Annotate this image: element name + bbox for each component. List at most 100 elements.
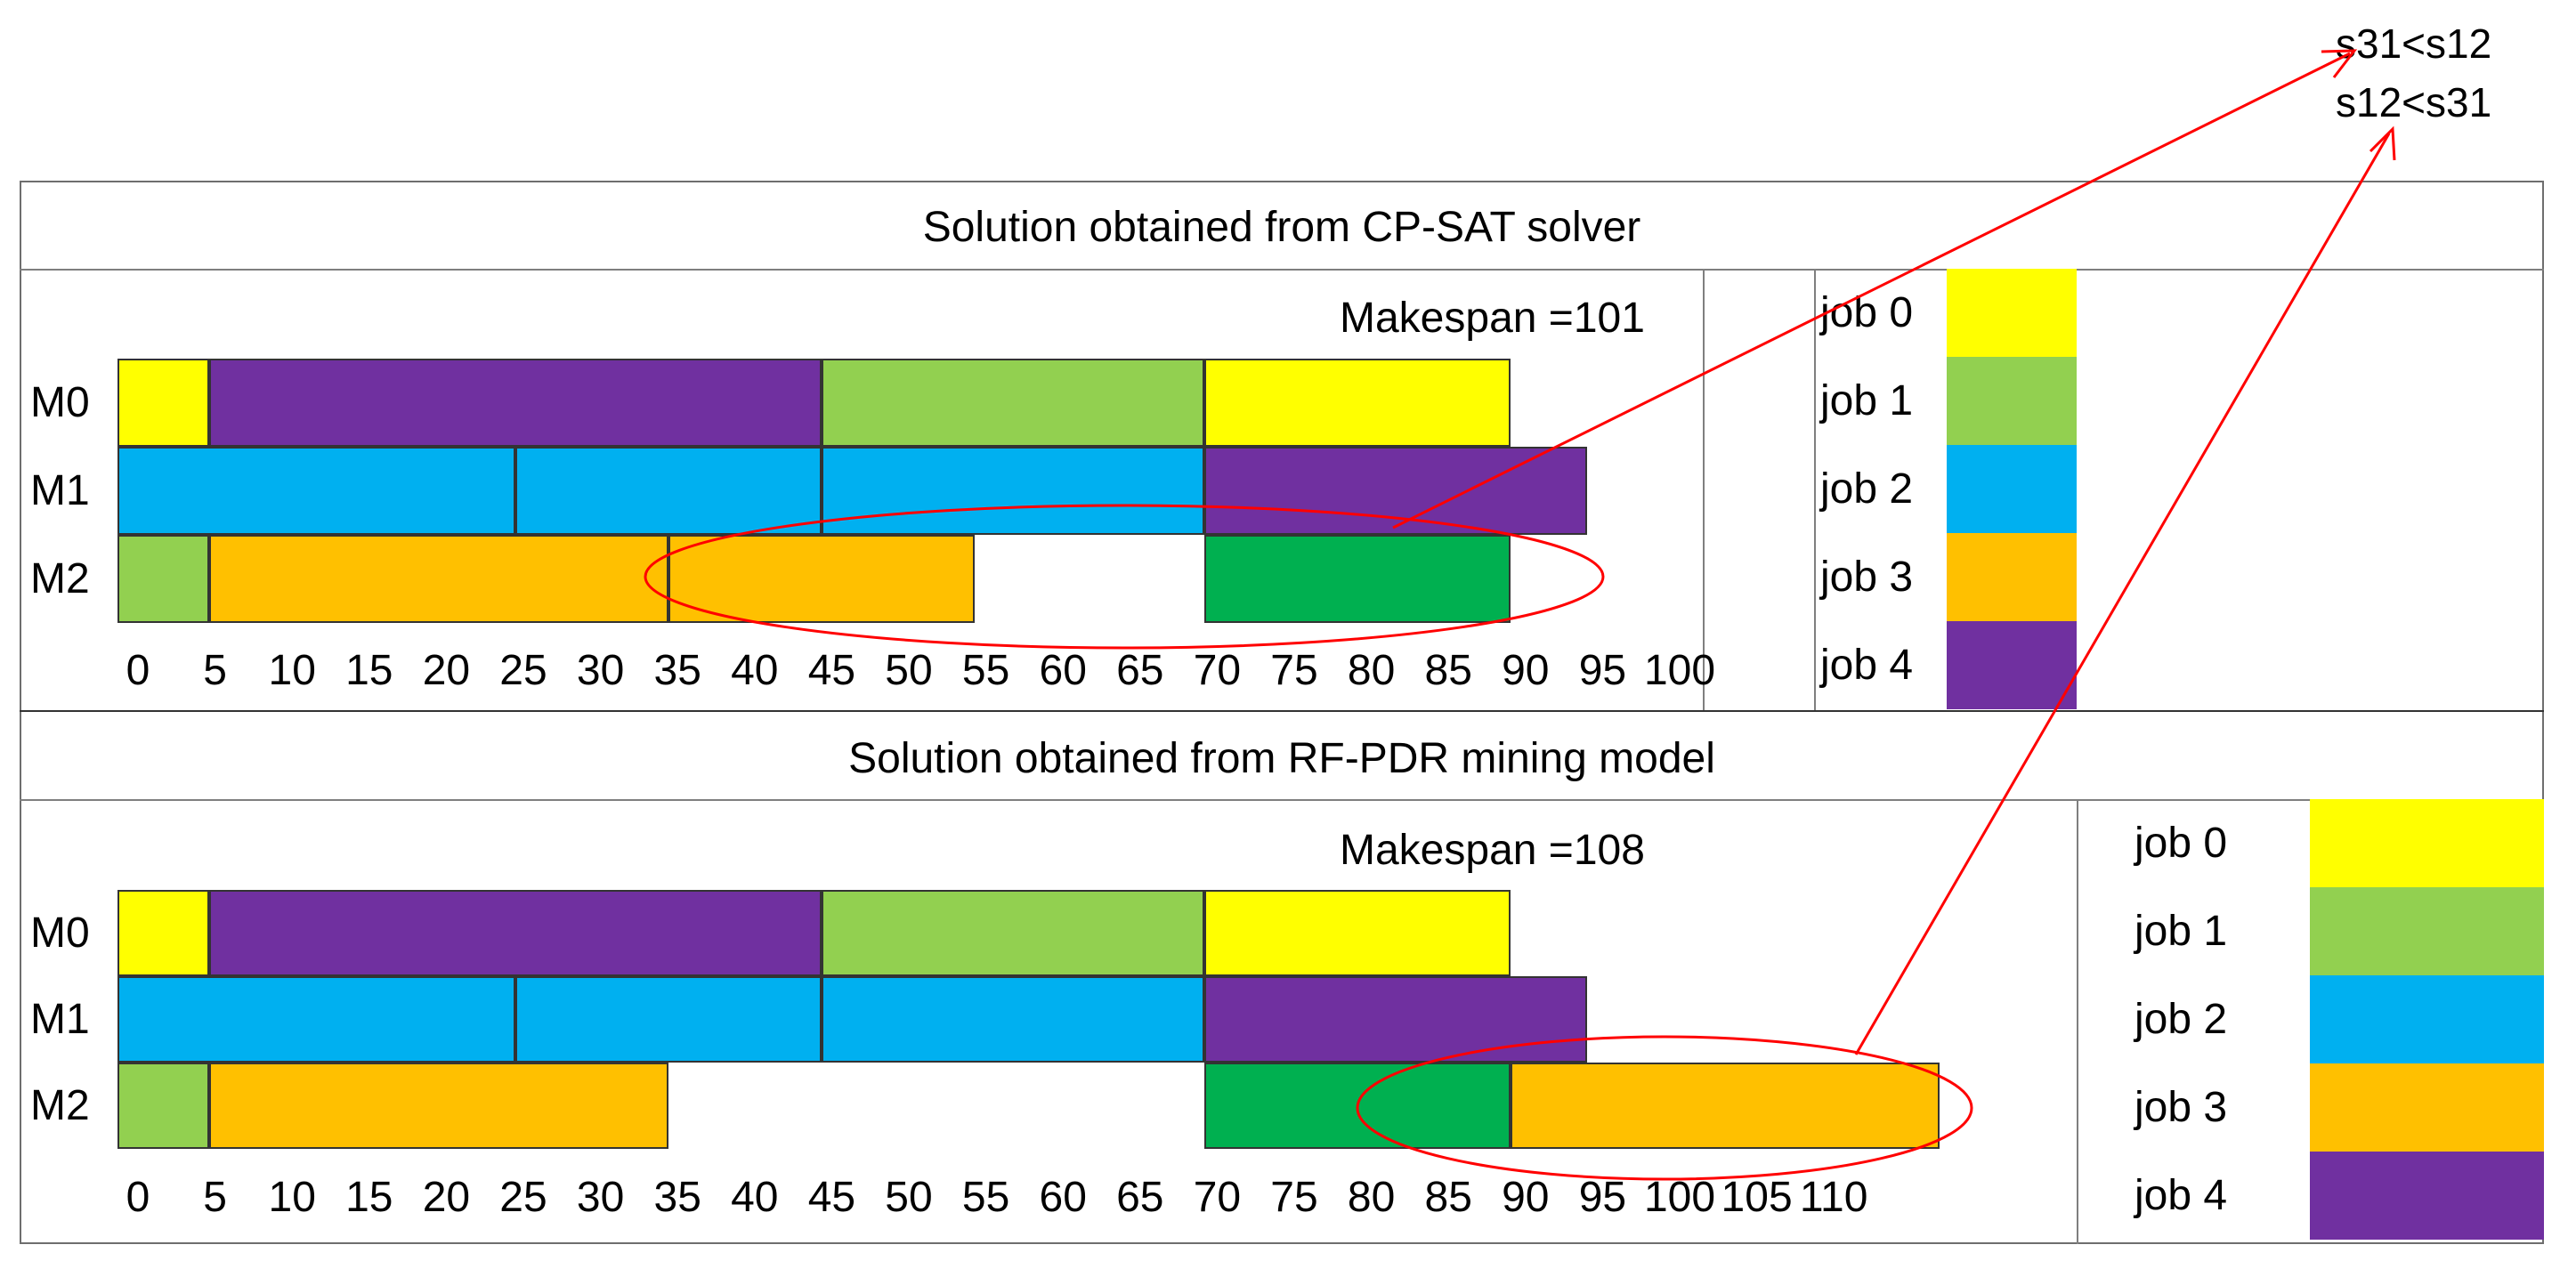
panel1-tick-label: 15 <box>345 647 393 694</box>
panel2-m0-op-job1 <box>822 890 1205 976</box>
panel1-m0-op-job0 <box>1204 359 1511 447</box>
panel1-legend-swatch-job2 <box>1947 445 2077 533</box>
note-upper: s31<s12 <box>2336 20 2492 67</box>
panel2-tick-label: 0 <box>126 1174 150 1221</box>
panel1-m1-op-job4 <box>1204 447 1588 535</box>
panel2-tick-label: 60 <box>1039 1174 1087 1221</box>
panel1-tick-label: 100 <box>1643 647 1716 694</box>
panel1-m1-op-job2 <box>117 447 516 535</box>
panel1-tick-label: 30 <box>576 647 625 694</box>
panel1-divider-b <box>1814 269 1816 712</box>
panel2-makespan: Makespan =108 <box>1340 827 1645 874</box>
panel1-tick-label: 85 <box>1424 647 1472 694</box>
panel2-tick-label: 80 <box>1347 1174 1396 1221</box>
panel2-legend-label-job2: job 2 <box>2135 995 2228 1043</box>
panel1-tick-label: 65 <box>1116 647 1164 694</box>
panel1-m2-op-job3 <box>209 535 669 623</box>
panel2-tick-label: 20 <box>422 1174 471 1221</box>
panel1-legend-swatch-job4 <box>1947 621 2077 709</box>
panel1-tick-label: 55 <box>961 647 1010 694</box>
panel2-tick-label: 65 <box>1116 1174 1164 1221</box>
panel1-makespan: Makespan =101 <box>1340 295 1645 342</box>
panel1-tick-label: 70 <box>1193 647 1242 694</box>
panel2-legend-swatch-job3 <box>2310 1063 2544 1152</box>
panel2-m2-op-job3 <box>1511 1063 1940 1149</box>
panel2-legend-swatch-job4 <box>2310 1152 2544 1240</box>
panel1-m0-op-job0 <box>117 359 210 447</box>
panel2-tick-label: 85 <box>1424 1174 1472 1221</box>
panel1-m0-op-job4 <box>209 359 822 447</box>
panel1-tick-label: 80 <box>1347 647 1396 694</box>
panel2-title: Solution obtained from RF-PDR mining mod… <box>848 735 1715 782</box>
panel2-m0-op-job0 <box>1204 890 1511 976</box>
panel2-m0-op-job4 <box>209 890 822 976</box>
panel2-tick-label: 105 <box>1721 1174 1793 1221</box>
panel1-legend-label-job1: job 1 <box>1820 376 1914 424</box>
note-lower: s12<s31 <box>2336 79 2492 125</box>
panel1-tick-label: 95 <box>1578 647 1627 694</box>
panel1-tick-label: 50 <box>885 647 933 694</box>
panel1-legend-label-job2: job 2 <box>1820 465 1914 513</box>
panel1-legend-label-job4: job 4 <box>1820 641 1914 689</box>
panel1-title-separator <box>20 269 2544 271</box>
panel1-legend-label-job0: job 0 <box>1820 288 1914 336</box>
panel1-m1-op-job2 <box>515 447 822 535</box>
panel2-machine-label-m1: M1 <box>30 995 90 1043</box>
panel2-m2-op-job1 <box>117 1063 210 1149</box>
panel2-tick-label: 55 <box>961 1174 1010 1221</box>
panel1-tick-label: 75 <box>1270 647 1318 694</box>
panel1-tick-label: 90 <box>1502 647 1550 694</box>
panel1-tick-label: 40 <box>731 647 779 694</box>
panel1-tick-label: 20 <box>422 647 471 694</box>
panel2-tick-label: 40 <box>731 1174 779 1221</box>
panel2-legend-label-job4: job 4 <box>2135 1171 2228 1219</box>
panel2-tick-label: 10 <box>268 1174 316 1221</box>
panel1-m2-op-job3 <box>1204 535 1511 623</box>
panel2-tick-label: 110 <box>1799 1174 1868 1221</box>
panel1-legend-swatch-job3 <box>1947 533 2077 621</box>
panel2-legend-swatch-job0 <box>2310 799 2544 887</box>
panel2-tick-label: 15 <box>345 1174 393 1221</box>
panel1-machine-label-m0: M0 <box>30 378 90 426</box>
panel2-m0-op-job0 <box>117 890 210 976</box>
panel2-machine-label-m0: M0 <box>30 909 90 957</box>
panel2-tick-label: 25 <box>499 1174 547 1221</box>
panel2-tick-label: 30 <box>576 1174 625 1221</box>
panel2-tick-label: 90 <box>1502 1174 1550 1221</box>
panel-separator <box>20 710 2544 712</box>
panel2-legend-label-job3: job 3 <box>2135 1083 2228 1131</box>
panel2-tick-label: 95 <box>1578 1174 1627 1221</box>
panel1-tick-label: 45 <box>807 647 856 694</box>
panel1-legend-swatch-job1 <box>1947 357 2077 445</box>
panel1-tick-label: 10 <box>268 647 316 694</box>
panel2-tick-label: 100 <box>1643 1174 1716 1221</box>
panel2-legend-swatch-job2 <box>2310 975 2544 1063</box>
panel1-legend-label-job3: job 3 <box>1820 553 1914 601</box>
panel2-legend-swatch-job1 <box>2310 887 2544 975</box>
panel1-legend-swatch-job0 <box>1947 269 2077 357</box>
panel1-m1-op-job2 <box>822 447 1205 535</box>
panel2-m1-op-job2 <box>822 976 1205 1063</box>
panel1-title: Solution obtained from CP-SAT solver <box>922 204 1641 251</box>
panel1-machine-label-m1: M1 <box>30 466 90 514</box>
panel2-tick-label: 50 <box>885 1174 933 1221</box>
panel2-tick-label: 35 <box>653 1174 701 1221</box>
panel2-tick-label: 45 <box>807 1174 856 1221</box>
panel2-legend-label-job1: job 1 <box>2135 907 2228 955</box>
panel2-divider <box>2077 799 2078 1244</box>
panel1-tick-label: 35 <box>653 647 701 694</box>
panel1-tick-label: 5 <box>203 647 227 694</box>
panel2-m1-op-job2 <box>117 976 516 1063</box>
panel2-legend-label-job0: job 0 <box>2135 819 2228 867</box>
panel2-m1-op-job2 <box>515 976 822 1063</box>
panel2-m2-op-job3 <box>209 1063 669 1149</box>
panel2-tick-label: 75 <box>1270 1174 1318 1221</box>
panel1-machine-label-m2: M2 <box>30 554 90 602</box>
panel2-title-separator <box>20 799 2544 801</box>
panel1-tick-label: 60 <box>1039 647 1087 694</box>
panel1-m2-op-job3 <box>668 535 976 623</box>
panel2-machine-label-m2: M2 <box>30 1081 90 1129</box>
panel2-m1-op-job4 <box>1204 976 1588 1063</box>
panel1-tick-label: 25 <box>499 647 547 694</box>
